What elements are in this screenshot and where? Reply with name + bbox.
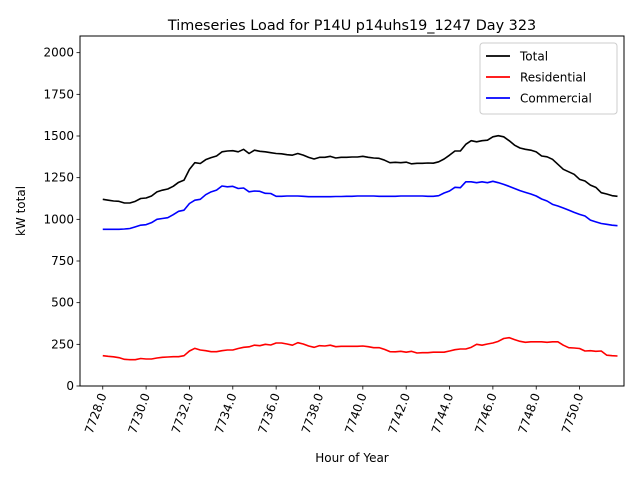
y-tick-label: 0 [66, 379, 74, 393]
legend: Total Residential Commercial [479, 42, 618, 115]
chart-title: Timeseries Load for P14U p14uhs19_1247 D… [167, 18, 536, 34]
legend-label-commercial: Commercial [520, 92, 592, 106]
legend-box [479, 42, 618, 115]
series-line-residential [102, 336, 618, 361]
y-tick-label: 1500 [43, 129, 74, 143]
x-axis-label: Hour of Year [315, 451, 389, 465]
legend-label-total: Total [519, 50, 548, 64]
series-layer [102, 134, 618, 361]
y-tick-label: 500 [51, 296, 74, 310]
y-tick-label: 250 [51, 337, 74, 351]
series-line-total [102, 134, 618, 204]
y-tick-label: 1000 [43, 212, 74, 226]
series-line-commercial [102, 180, 618, 231]
legend-label-residential: Residential [520, 71, 586, 85]
y-axis-label: kW total [14, 186, 28, 236]
y-tick-label: 2000 [43, 46, 74, 60]
y-tick-label: 1250 [43, 171, 74, 185]
y-tick-label: 1750 [43, 87, 74, 101]
y-tick-label: 750 [51, 254, 74, 268]
plot-frame [79, 35, 625, 387]
